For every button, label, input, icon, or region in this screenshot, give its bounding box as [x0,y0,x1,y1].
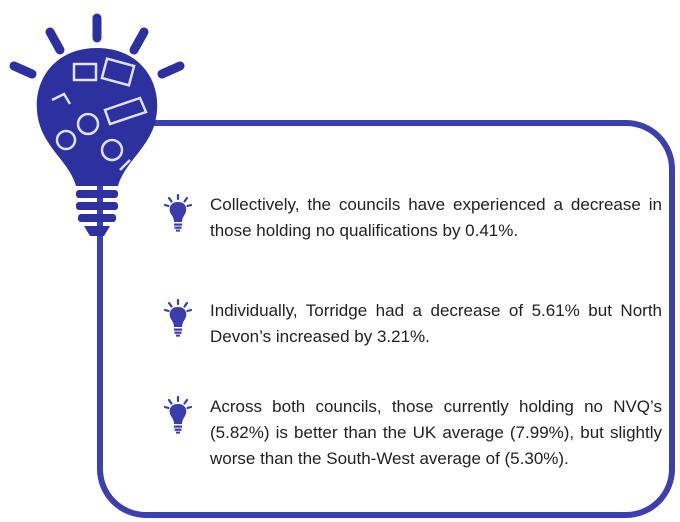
bullet-icon [163,298,193,338]
bullet-icon [163,395,193,435]
bullet-icon [163,193,193,233]
bullet-text: Collectively, the councils have experien… [210,195,662,240]
bullet-text: Individually, Torridge had a decrease of… [210,301,662,346]
lightbulb-icon [9,13,185,236]
frame [97,120,675,518]
bullet-text: Across both councils, those currently ho… [210,397,662,468]
